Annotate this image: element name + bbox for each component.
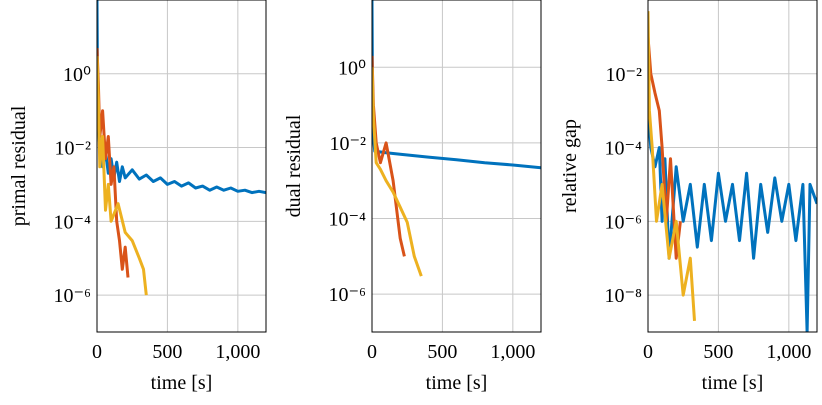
- y-tick-label: 10⁻⁶: [328, 284, 366, 306]
- x-axis-label: time [s]: [702, 372, 764, 394]
- x-tick-label: 1,000: [215, 341, 260, 363]
- x-tick-label: 500: [152, 341, 182, 363]
- y-tick-label: 10⁻²: [605, 64, 642, 86]
- x-axis-label: time [s]: [151, 372, 213, 394]
- plot-area: [648, 11, 817, 332]
- x-tick-label: 1,000: [766, 341, 811, 363]
- data-line: [97, 56, 148, 296]
- y-tick-label: 10⁻⁶: [604, 211, 642, 233]
- y-tick-label: 10⁰: [63, 64, 91, 86]
- panel: 0 500 1,000 10⁻⁶ 10⁻⁴ 10⁻² 10⁰ time [s] primal r…: [8, 0, 267, 394]
- y-tick-label: 10⁻⁴: [328, 209, 366, 231]
- y-tick-label: 10⁻⁶: [53, 285, 91, 307]
- panel: 0 500 1,000 10⁻⁸ 10⁻⁶ 10⁻⁴ 10⁻² time [s] relativ…: [559, 0, 818, 394]
- x-axis-label: time [s]: [426, 372, 488, 394]
- y-tick-label: 10⁰: [338, 57, 366, 79]
- panel: 0 500 1,000 10⁻⁶ 10⁻⁴ 10⁻² 10⁰ time [s] dual res…: [283, 0, 542, 394]
- y-axis-label: primal residual: [8, 105, 30, 226]
- y-tick-label: 10⁻²: [54, 138, 91, 160]
- plot-area: [97, 0, 266, 296]
- y-axis-label: dual residual: [283, 114, 305, 217]
- plot-area: [372, 0, 541, 277]
- data-line: [97, 0, 266, 195]
- axis-frame: [371, 0, 542, 333]
- data-line: [372, 67, 423, 277]
- y-axis-label: relative gap: [559, 119, 581, 213]
- x-tick-label: 0: [92, 341, 102, 363]
- y-tick-label: 10⁻²: [329, 133, 366, 155]
- data-line: [648, 11, 696, 322]
- axis-frame: [647, 0, 818, 333]
- x-tick-label: 500: [427, 341, 457, 363]
- y-tick-label: 10⁻⁴: [53, 211, 91, 233]
- y-tick-label: 10⁻⁸: [604, 285, 642, 307]
- y-tick-label: 10⁻⁴: [604, 138, 642, 160]
- x-tick-label: 0: [367, 341, 377, 363]
- x-tick-label: 500: [703, 341, 733, 363]
- axis-frame: [96, 0, 267, 333]
- x-tick-label: 1,000: [490, 341, 535, 363]
- x-tick-label: 0: [643, 341, 653, 363]
